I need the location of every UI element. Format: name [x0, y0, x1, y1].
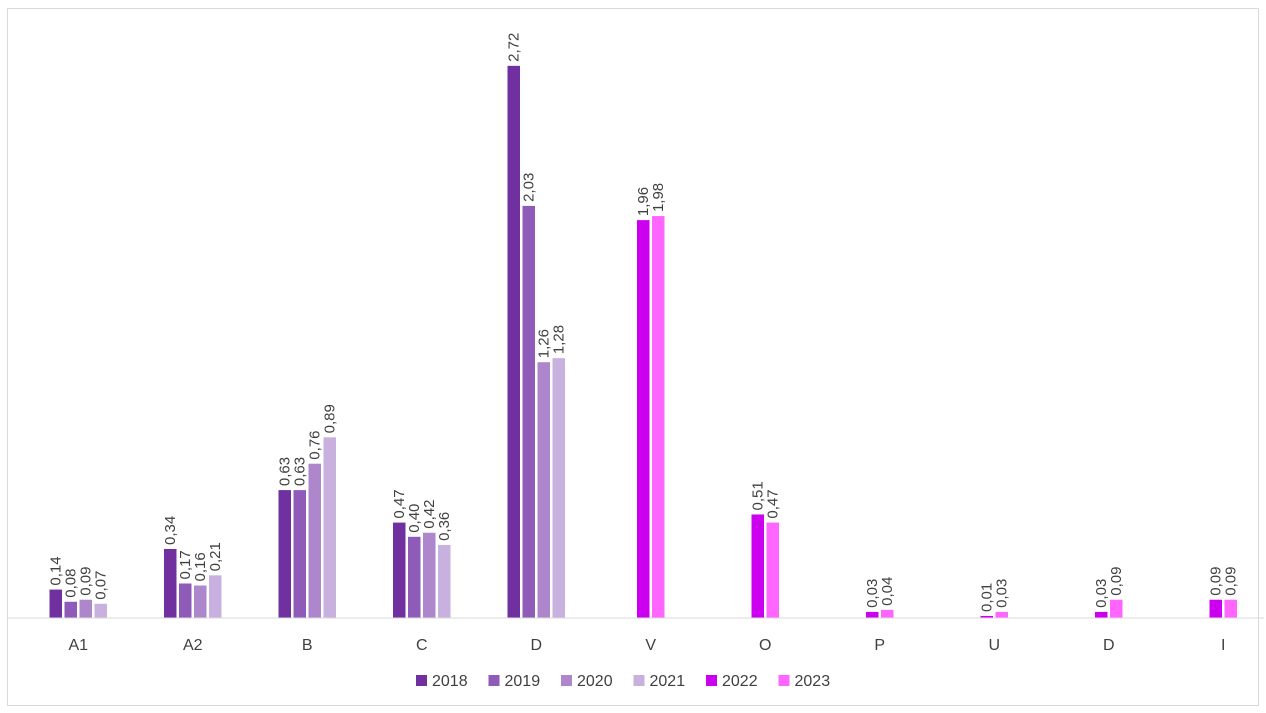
bar-p-2022 — [866, 611, 879, 618]
data-label-d-2022: 0,03 — [1093, 579, 1110, 608]
bar-b-2020 — [308, 463, 321, 618]
bar-d-2023 — [1110, 599, 1123, 618]
legend-swatch-2021 — [633, 675, 645, 686]
bar-d-2019 — [522, 205, 535, 618]
data-label-v-2022: 1,96 — [635, 187, 652, 216]
bar-d-2022 — [1095, 611, 1108, 618]
bar-c-2020 — [423, 532, 436, 618]
legend-label-2020: 2020 — [577, 673, 613, 690]
bar-d-2018 — [507, 65, 520, 619]
bar-a2-2019 — [179, 583, 192, 618]
bar-a1-2020 — [79, 599, 92, 618]
x-tick-label: V — [645, 637, 656, 654]
legend-label-2021: 2021 — [650, 673, 686, 690]
bars-group — [49, 65, 1237, 619]
x-tick-label: D — [1103, 637, 1115, 654]
data-label-a2-2018: 0,34 — [162, 516, 179, 545]
data-label-a1-2018: 0,14 — [48, 556, 65, 585]
legend-swatch-2020 — [561, 675, 572, 686]
data-label-b-2020: 0,76 — [307, 431, 324, 460]
data-label-c-2019: 0,40 — [406, 504, 423, 533]
bar-a1-2021 — [94, 603, 107, 618]
bar-b-2018 — [278, 490, 291, 618]
legend-label-2018: 2018 — [432, 673, 468, 690]
legend-swatch-2018 — [416, 675, 427, 686]
x-tick-label: A1 — [68, 637, 88, 654]
data-label-b-2021: 0,89 — [322, 404, 339, 433]
data-label-i-2023: 0,09 — [1223, 567, 1240, 596]
legend-swatch-2022 — [706, 675, 717, 686]
data-label-c-2020: 0,42 — [421, 500, 438, 529]
bar-v-2022 — [637, 220, 650, 618]
bar-i-2022 — [1209, 599, 1222, 618]
data-label-d-2018: 2,72 — [506, 33, 523, 62]
data-label-u-2023: 0,03 — [994, 579, 1011, 608]
data-label-a1-2021: 0,07 — [93, 571, 110, 600]
data-label-i-2022: 0,09 — [1208, 567, 1225, 596]
bar-o-2022 — [751, 514, 764, 618]
bar-b-2021 — [323, 437, 336, 618]
bar-c-2021 — [438, 544, 451, 618]
bar-b-2019 — [293, 490, 306, 618]
bar-c-2019 — [408, 536, 421, 618]
data-label-a2-2020: 0,16 — [192, 552, 209, 581]
data-label-p-2022: 0,03 — [864, 579, 881, 608]
x-tick-label: O — [759, 637, 771, 654]
data-label-v-2023: 1,98 — [650, 183, 667, 212]
bar-a1-2019 — [64, 601, 77, 618]
data-label-o-2022: 0,51 — [750, 481, 767, 510]
data-label-d-2020: 1,26 — [536, 329, 553, 358]
data-labels-group: 0,140,080,090,070,340,170,160,210,630,63… — [48, 33, 1240, 612]
data-label-a2-2021: 0,21 — [207, 542, 224, 571]
data-label-c-2021: 0,36 — [436, 512, 453, 541]
data-label-a1-2020: 0,09 — [78, 567, 95, 596]
legend-label-2022: 2022 — [722, 673, 758, 690]
x-tick-labels: A1 A2 B C D V O P U D I — [68, 637, 1225, 654]
bar-p-2023 — [881, 609, 894, 618]
data-label-a1-2019: 0,08 — [63, 569, 80, 598]
x-tick-label: P — [874, 637, 885, 654]
legend-swatch-2019 — [488, 675, 500, 686]
data-label-b-2018: 0,63 — [277, 457, 294, 486]
x-tick-label: I — [1221, 637, 1225, 654]
bar-d-2021 — [552, 358, 565, 618]
bar-a2-2018 — [164, 548, 177, 618]
bar-i-2023 — [1224, 599, 1237, 618]
legend-label-2023: 2023 — [795, 673, 831, 690]
legend: 2018 2019 2020 2021 2022 2023 — [416, 673, 830, 690]
bar-c-2018 — [393, 522, 406, 618]
data-label-p-2023: 0,04 — [879, 577, 896, 606]
bar-u-2022 — [980, 615, 993, 618]
bar-a1-2018 — [49, 589, 62, 618]
x-tick-label: U — [988, 637, 1000, 654]
x-tick-label: B — [302, 637, 313, 654]
data-label-b-2019: 0,63 — [292, 457, 309, 486]
data-label-c-2018: 0,47 — [391, 489, 408, 518]
bar-a2-2020 — [194, 585, 207, 618]
data-label-a2-2019: 0,17 — [177, 550, 194, 579]
legend-swatch-2023 — [778, 675, 790, 686]
bar-v-2023 — [652, 216, 665, 618]
x-tick-label: C — [416, 637, 428, 654]
x-tick-label: A2 — [183, 637, 203, 654]
x-tick-label: D — [530, 637, 542, 654]
bar-a2-2021 — [209, 575, 222, 618]
bar-u-2023 — [995, 611, 1008, 618]
data-label-d-2019: 2,03 — [521, 173, 538, 202]
data-label-u-2022: 0,01 — [979, 583, 996, 612]
data-label-o-2023: 0,47 — [765, 489, 782, 518]
legend-label-2019: 2019 — [505, 673, 541, 690]
bar-o-2023 — [766, 522, 779, 618]
data-label-d-2023: 0,09 — [1108, 567, 1125, 596]
data-label-d-2021: 1,28 — [551, 325, 568, 354]
bar-d-2020 — [537, 362, 550, 618]
